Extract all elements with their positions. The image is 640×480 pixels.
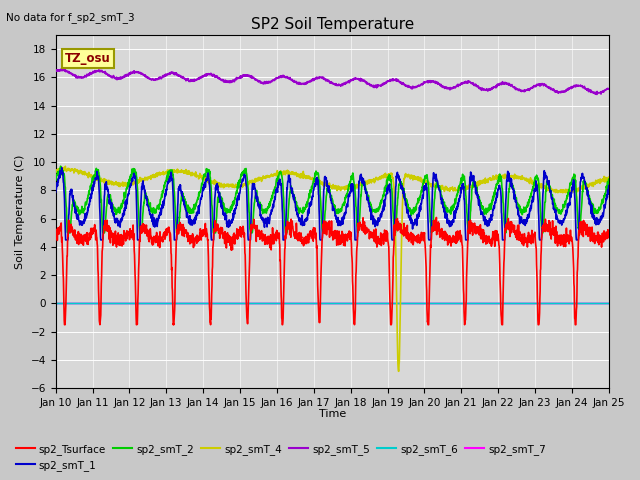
X-axis label: Time: Time xyxy=(319,409,346,420)
Text: No data for f_sp2_smT_3: No data for f_sp2_smT_3 xyxy=(6,12,135,23)
Legend: sp2_Tsurface, sp2_smT_1, sp2_smT_2, sp2_smT_4, sp2_smT_5, sp2_smT_6, sp2_smT_7: sp2_Tsurface, sp2_smT_1, sp2_smT_2, sp2_… xyxy=(12,439,550,475)
Text: TZ_osu: TZ_osu xyxy=(65,52,111,65)
Title: SP2 Soil Temperature: SP2 Soil Temperature xyxy=(251,17,414,32)
Y-axis label: Soil Temperature (C): Soil Temperature (C) xyxy=(15,155,25,269)
